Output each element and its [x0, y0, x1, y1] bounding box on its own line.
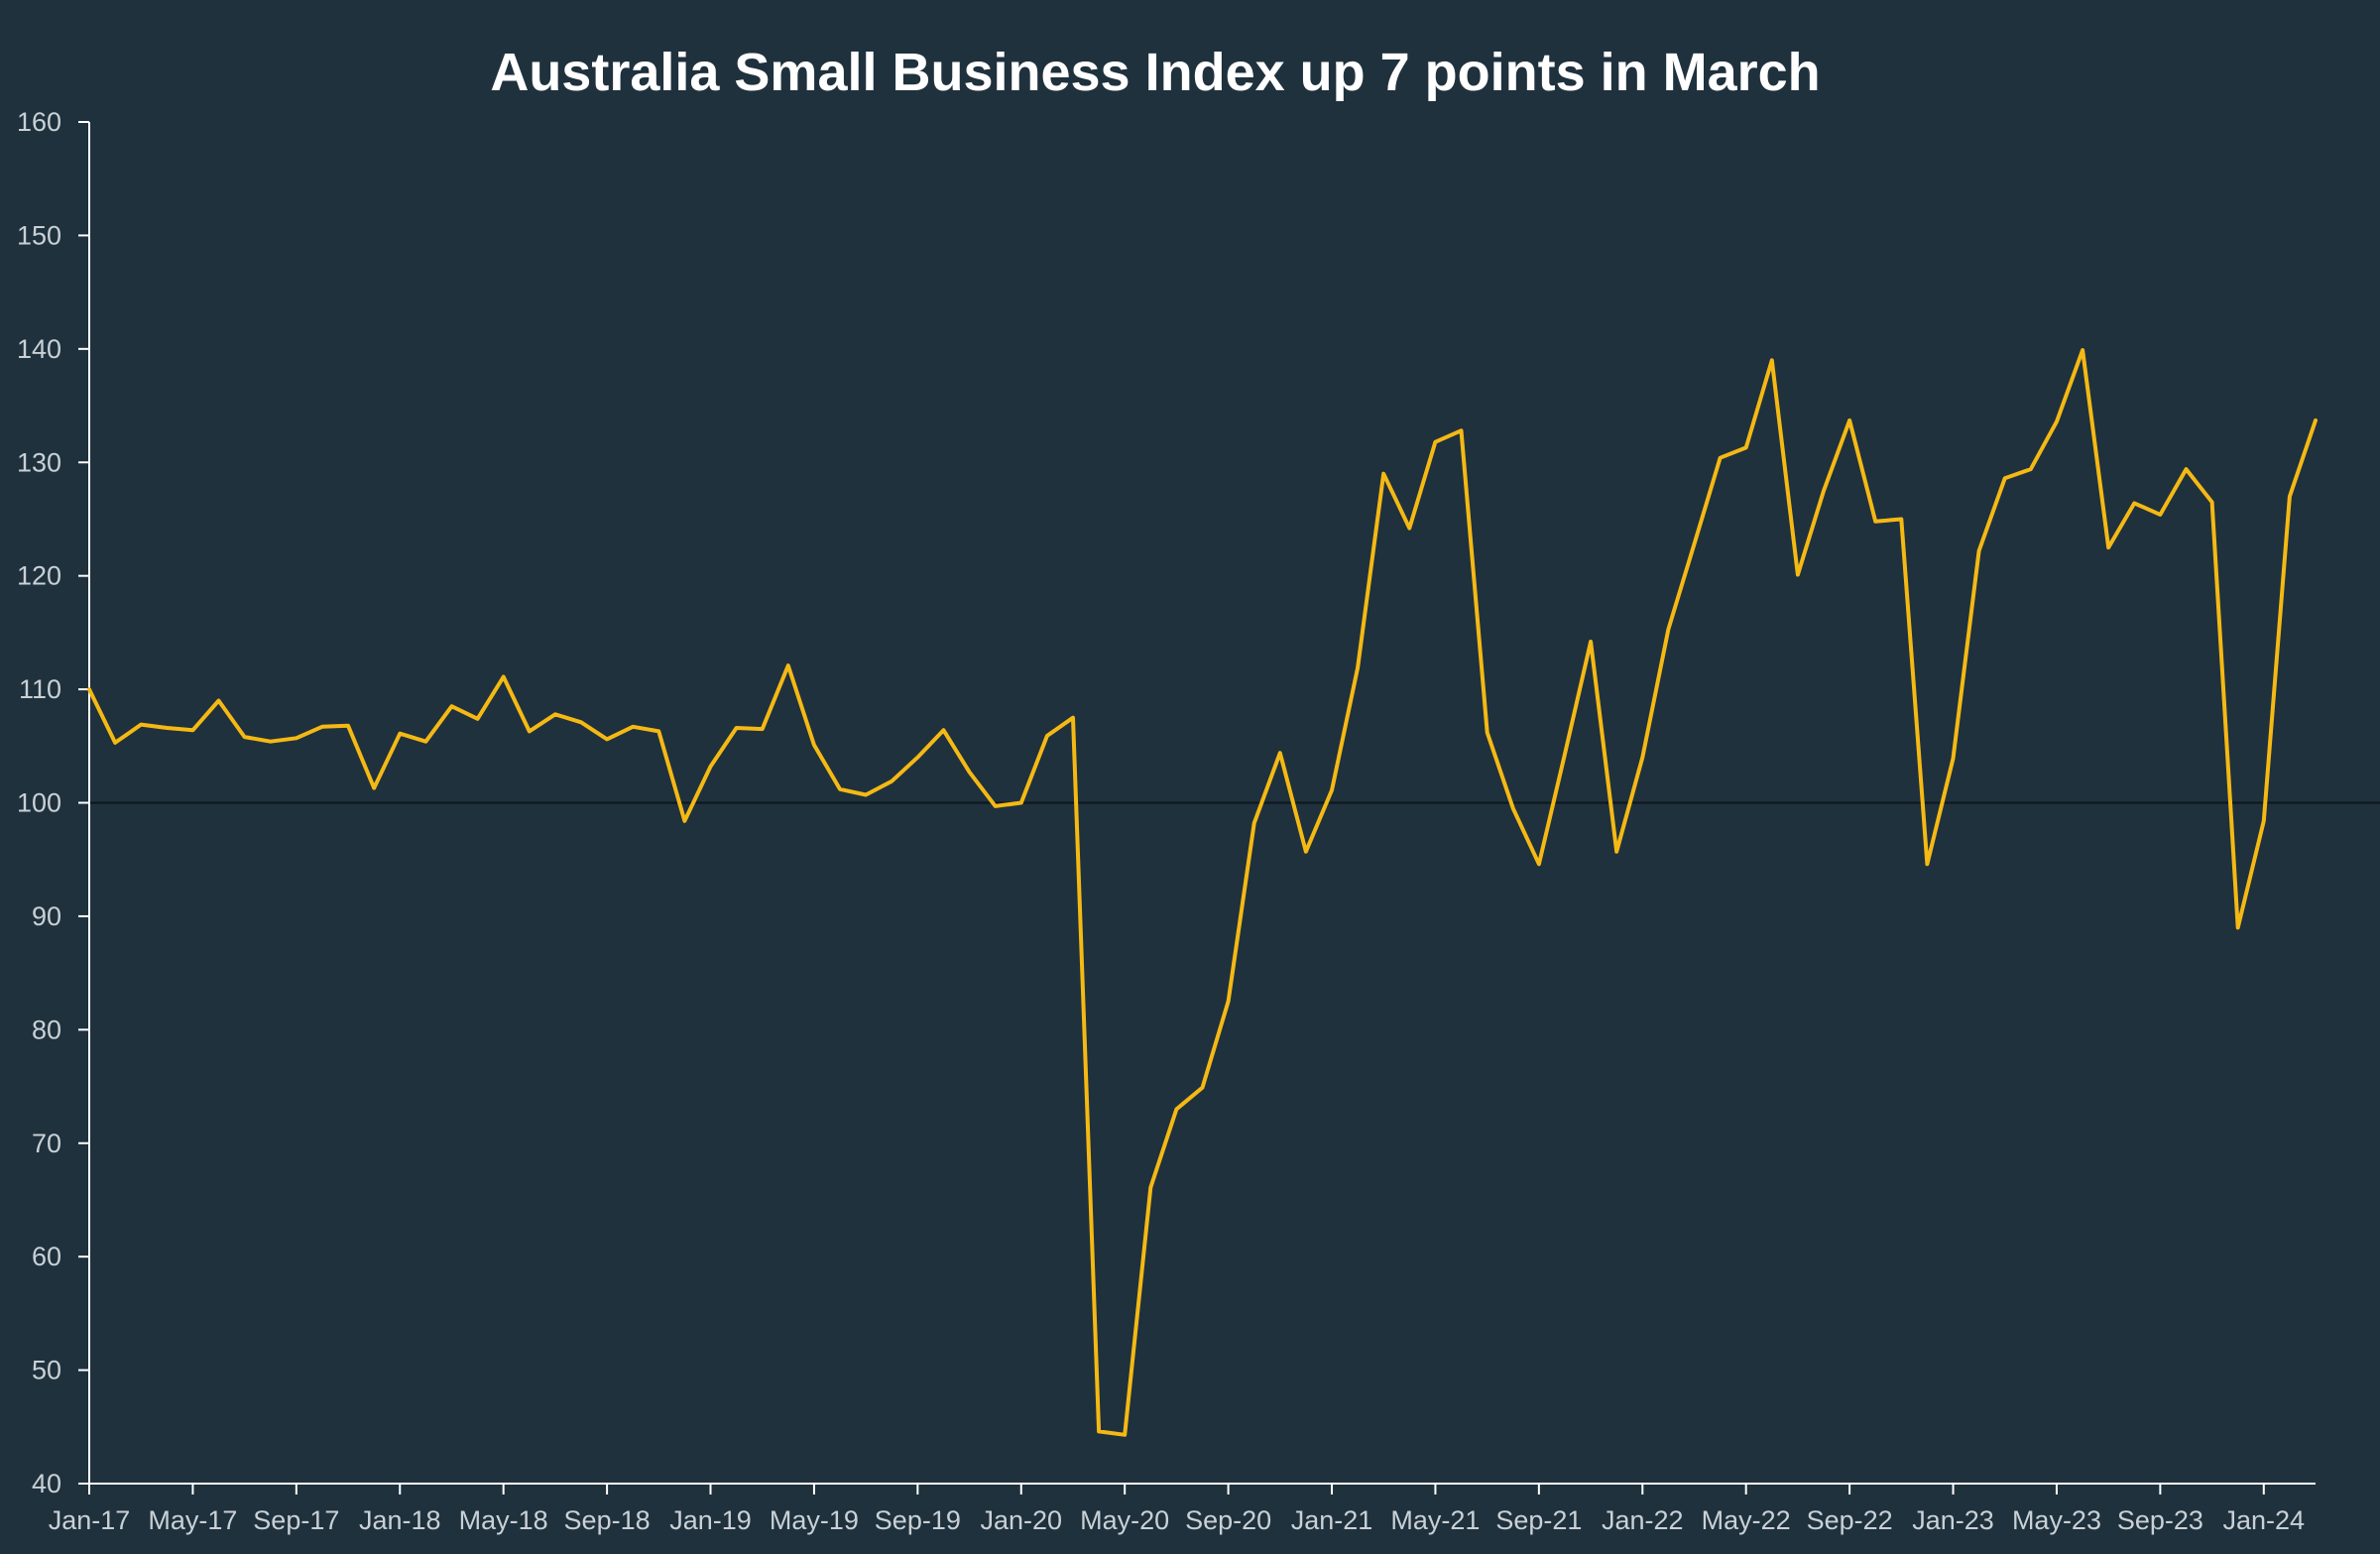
x-tick-label: May-22 — [1702, 1505, 1791, 1535]
x-tick-label: May-19 — [770, 1505, 859, 1535]
series-line — [87, 348, 2318, 1437]
y-tick-label: 110 — [19, 674, 61, 704]
y-tick-label: 80 — [32, 1015, 61, 1044]
x-tick-label: Sep-20 — [1185, 1505, 1271, 1535]
x-tick-label: Sep-21 — [1495, 1505, 1582, 1535]
x-tick-label: Jan-18 — [359, 1505, 441, 1535]
chart-title: Australia Small Business Index up 7 poin… — [490, 43, 1821, 102]
x-tick-label: Jan-21 — [1291, 1505, 1373, 1535]
x-tick-label: Jan-24 — [2223, 1505, 2306, 1535]
x-tick-label: Sep-19 — [875, 1505, 961, 1535]
x-tick-label: May-21 — [1390, 1505, 1480, 1535]
y-tick-label: 100 — [17, 788, 61, 818]
y-tick-label: 140 — [17, 334, 61, 364]
x-tick-label: May-18 — [459, 1505, 548, 1535]
x-tick-label: Jan-19 — [669, 1505, 752, 1535]
y-tick-label: 130 — [17, 447, 61, 477]
y-tick-label: 60 — [32, 1242, 61, 1271]
x-tick-label: Jan-17 — [49, 1505, 131, 1535]
x-tick-label: Jan-23 — [1912, 1505, 1994, 1535]
x-tick-label: Jan-22 — [1602, 1505, 1684, 1535]
y-tick-label: 160 — [17, 107, 61, 137]
y-tick-label: 90 — [32, 901, 61, 931]
y-tick-label: 150 — [17, 220, 61, 250]
x-tick-label: Sep-17 — [253, 1505, 339, 1535]
x-tick-label: May-23 — [2012, 1505, 2101, 1535]
x-tick-label: Jan-20 — [980, 1505, 1062, 1535]
y-tick-label: 50 — [32, 1356, 61, 1385]
x-tick-label: Sep-22 — [1807, 1505, 1893, 1535]
y-tick-label: 120 — [17, 561, 61, 591]
x-tick-label: Sep-18 — [564, 1505, 651, 1535]
y-tick-label: 70 — [32, 1129, 61, 1158]
x-tick-label: May-20 — [1080, 1505, 1169, 1535]
x-tick-label: May-17 — [148, 1505, 237, 1535]
y-tick-label: 40 — [32, 1469, 61, 1498]
x-tick-label: Sep-23 — [2117, 1505, 2203, 1535]
